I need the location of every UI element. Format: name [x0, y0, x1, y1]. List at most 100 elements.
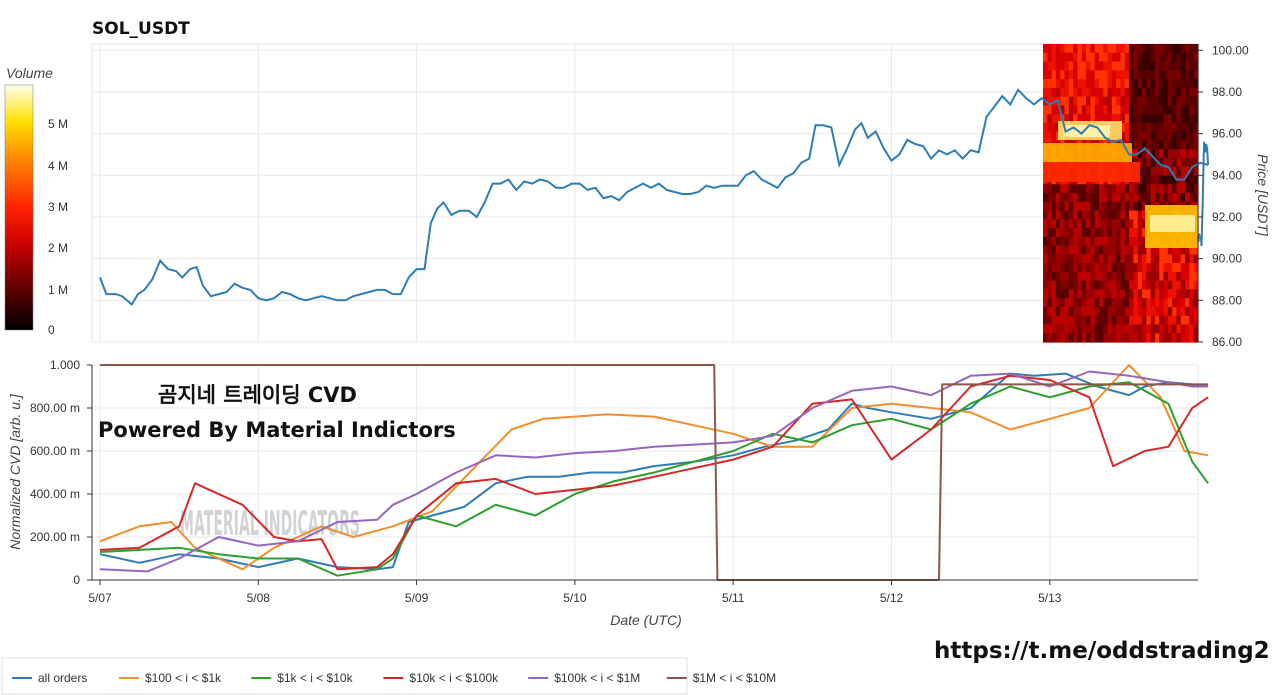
heatmap-cell [1086, 61, 1091, 71]
heatmap-cell [1167, 289, 1173, 299]
legend-item[interactable]: $100 < i < $1k [119, 671, 222, 685]
legend-item[interactable]: $1k < i < $10k [251, 671, 354, 685]
heatmap-cell [1047, 44, 1053, 54]
heatmap-cell [1142, 289, 1147, 299]
heatmap-cell [1043, 333, 1048, 343]
heatmap-cell [1073, 254, 1079, 264]
heatmap-cell [1068, 184, 1074, 194]
heatmap-cell [1133, 52, 1139, 63]
heatmap-cell [1142, 193, 1147, 203]
heatmap-cell [1055, 193, 1061, 203]
heatmap-cell [1176, 87, 1182, 98]
legend-item[interactable]: $10k < i < $100k [383, 671, 499, 685]
heatmap-cell [1146, 149, 1152, 159]
heatmap-cell [1081, 219, 1087, 229]
heatmap-cell [1103, 70, 1109, 80]
heatmap-cell [1193, 254, 1199, 264]
heatmap-cell [1133, 122, 1139, 133]
heatmap-cell [1167, 306, 1173, 317]
heatmap-cell [1137, 219, 1143, 229]
heatmap-cell [1193, 289, 1199, 299]
heatmap-cell [1133, 236, 1139, 247]
heatmap-cell [1159, 184, 1165, 194]
heatmap-cell [1150, 263, 1156, 273]
heatmap-cell [1180, 324, 1186, 334]
legend-item[interactable]: $1M < i < $10M [666, 671, 776, 685]
heatmap-cell [1137, 193, 1143, 203]
heatmap-cell [1107, 271, 1113, 282]
heatmap-cell [1142, 280, 1147, 291]
heatmap-cell [1185, 44, 1190, 54]
heatmap-cell [1086, 210, 1091, 220]
heatmap-cell [1107, 324, 1113, 334]
heatmap-cell [1094, 324, 1100, 334]
date-x-ticks: 5/07 5/08 5/09 5/10 5/11 5/12 5/13 [88, 579, 1198, 605]
telegram-link[interactable]: https://t.me/oddstrading2 [934, 638, 1270, 664]
heatmap-cell [1116, 263, 1122, 273]
heatmap-cell [1098, 87, 1104, 98]
heatmap-cell [1120, 193, 1126, 203]
heatmap-cell [1167, 44, 1173, 54]
heatmap-cell [1163, 280, 1169, 291]
heatmap-cell [1073, 61, 1079, 71]
heatmap-cell [1055, 184, 1061, 194]
heatmap-cell [1043, 324, 1048, 334]
heatmap-cell [1116, 87, 1122, 98]
heatmap-cell [1120, 61, 1126, 71]
heatmap-cell [1094, 236, 1100, 247]
heatmap-cell [1137, 254, 1143, 264]
heatmap-cell [1146, 324, 1152, 334]
heatmap-cell [1124, 333, 1130, 343]
heatmap-cell [1103, 96, 1109, 106]
heatmap-cell [1167, 333, 1173, 343]
heatmap-cell [1103, 184, 1109, 194]
heatmap-cell [1077, 228, 1083, 238]
heatmap-cell [1051, 105, 1057, 115]
heatmap-cell [1176, 245, 1182, 255]
heatmap-cell [1150, 298, 1156, 308]
heatmap-cell [1172, 193, 1178, 203]
heatmap-cell [1189, 79, 1195, 89]
heatmap-cell [1142, 228, 1147, 238]
heatmap-cell [1163, 61, 1169, 71]
heatmap-cell [1060, 263, 1066, 273]
legend-item[interactable]: all orders [12, 671, 87, 685]
heatmap-cell [1098, 219, 1104, 229]
heatmap-cell [1142, 219, 1147, 229]
heatmap-cell [1193, 79, 1199, 89]
heatmap-cell [1116, 52, 1122, 63]
cvd-panel: MATERIAL INDICATORS 0 200.00 m 400.00 m 600… [30, 358, 1209, 605]
heatmap-cell [1086, 44, 1091, 54]
heatmap-cell [1081, 210, 1087, 220]
heatmap-cell [1064, 254, 1070, 264]
heatmap-cell [1129, 324, 1135, 334]
heatmap-cell [1043, 236, 1048, 247]
heatmap-cell [1142, 201, 1147, 212]
heatmap-cell [1167, 315, 1173, 326]
heatmap-cell [1137, 245, 1143, 255]
heatmap-cell [1189, 271, 1195, 282]
heatmap-cell [1120, 122, 1126, 133]
heatmap-cell [1176, 306, 1182, 317]
heatmap-cell [1047, 298, 1053, 308]
legend-item[interactable]: $100k < i < $1M [528, 671, 640, 685]
heatmap-cell [1172, 315, 1178, 326]
heatmap-cell [1043, 201, 1048, 212]
heatmap-cell [1133, 79, 1139, 89]
heatmap-cell [1068, 254, 1074, 264]
heatmap-cell [1154, 140, 1160, 150]
heatmap-cell [1120, 324, 1126, 334]
heatmap-cell [1107, 219, 1113, 229]
heatmap-cell [1167, 61, 1173, 71]
heatmap-cell [1060, 52, 1066, 63]
heatmap-cell [1129, 52, 1135, 63]
heatmap-cell [1193, 298, 1199, 308]
heatmap-cell [1043, 61, 1048, 71]
heatmap-cell [1163, 306, 1169, 317]
heatmap-cell [1163, 96, 1169, 106]
heatmap-cell [1060, 245, 1066, 255]
heatmap-cell [1064, 315, 1070, 326]
heatmap-cell [1185, 61, 1190, 71]
heatmap-cell [1133, 298, 1139, 308]
heatmap-cell [1137, 70, 1143, 80]
